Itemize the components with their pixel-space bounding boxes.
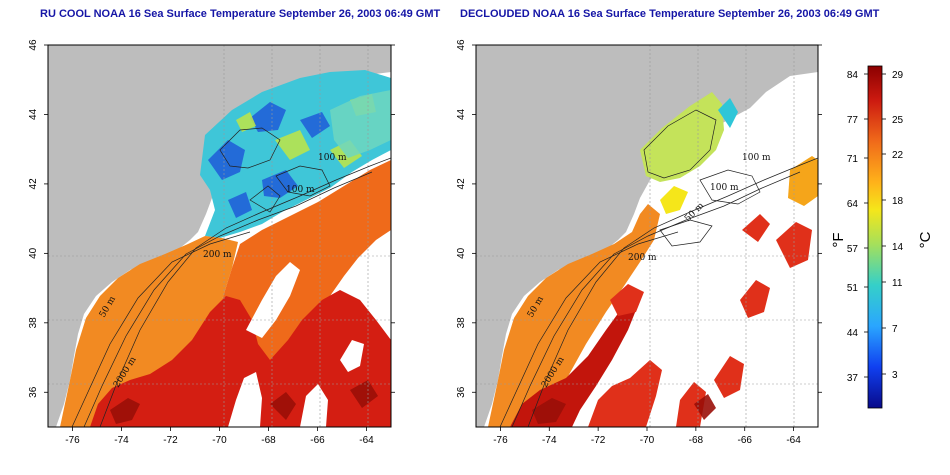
left-map-title: RU COOL NOAA 16 Sea Surface Temperature … (40, 8, 441, 20)
fahrenheit-unit-label: °F (830, 232, 847, 247)
right-axis-ticks: -76 -74 -72 -70 -68 -66 -64 36 38 40 42 44 46 (456, 39, 822, 446)
celsius-tick-label: 3 (892, 370, 898, 381)
left-axis-ticks: -76 -74 -72 -70 -68 -66 -64 36 38 40 42 44 46 (28, 39, 395, 446)
y-tick-label: 44 (28, 108, 39, 120)
x-tick-label: -76 (65, 435, 80, 446)
fahrenheit-tick-label: 84 (847, 70, 859, 81)
contour-label-200m: 200 m (203, 250, 232, 260)
deep-red-water (510, 292, 640, 427)
shelf-warm-water (488, 204, 660, 427)
cold-water-patches (208, 102, 330, 218)
cloud-gaps (228, 262, 364, 427)
lat-lon-grid (48, 45, 391, 427)
shelf-warm-water (60, 236, 238, 427)
y-tick-label: 38 (456, 317, 467, 329)
fahrenheit-tick-label: 37 (847, 373, 859, 384)
x-tick-label: -72 (163, 435, 178, 446)
fahrenheit-tick-label: 71 (847, 154, 859, 165)
fahrenheit-tick-label: 77 (847, 115, 859, 126)
x-tick-label: -68 (689, 435, 704, 446)
fahrenheit-tick-label: 51 (847, 283, 859, 294)
shelf-edge-orange (788, 156, 818, 206)
x-tick-label: -70 (212, 435, 227, 446)
contour-label-200m: 200 m (628, 253, 657, 263)
celsius-tick-label: 18 (892, 196, 904, 207)
land-mass (476, 45, 818, 427)
left-map-panel: 100 m 100 m 200 m 50 m 2000 m -76 -74 -72-… (28, 39, 395, 446)
colorbar-gradient (867, 65, 883, 409)
x-tick-label: -72 (591, 435, 606, 446)
celsius-tick-label: 14 (892, 242, 904, 253)
y-tick-label: 42 (28, 178, 39, 190)
contour-label-100m-b: 100 m (710, 183, 739, 193)
y-tick-label: 46 (456, 39, 467, 51)
celsius-unit-label: °C (917, 231, 934, 248)
x-tick-label: -76 (493, 435, 508, 446)
contour-label-100m: 100 m (742, 153, 771, 163)
y-tick-label: 36 (456, 386, 467, 398)
contour-label-100m-b: 100 m (286, 185, 315, 195)
yellow-patch (660, 186, 688, 214)
celsius-tick-label: 29 (892, 70, 904, 81)
y-tick-label: 40 (28, 247, 39, 259)
y-tick-label: 46 (28, 39, 39, 51)
y-tick-label: 42 (456, 178, 467, 190)
scotian-shelf-water (330, 90, 391, 158)
y-tick-label: 44 (456, 108, 467, 120)
celsius-tick-label: 25 (892, 115, 904, 126)
x-tick-label: -68 (261, 435, 276, 446)
colorbar-ticks: 84 77 71 64 57 51 44 37 29 25 22 18 14 11 7 3 (847, 70, 904, 384)
x-tick-label: -74 (542, 435, 557, 446)
right-map-panel: 100 m 100 m 50 m 200 m 50 m 2000 m -76 -7… (456, 39, 822, 446)
deep-red-patches (532, 394, 716, 424)
celsius-tick-label: 22 (892, 150, 904, 161)
contour-label-100m: 100 m (318, 153, 347, 163)
warm-eddies (588, 214, 812, 427)
fahrenheit-tick-label: 57 (847, 244, 859, 255)
fahrenheit-tick-label: 64 (847, 199, 859, 210)
lat-lon-grid (476, 45, 818, 427)
fahrenheit-tick-label: 44 (847, 328, 859, 339)
cyan-patch (718, 98, 738, 128)
x-tick-label: -64 (786, 435, 801, 446)
x-tick-label: -74 (114, 435, 129, 446)
x-tick-label: -64 (359, 435, 374, 446)
bathymetry-contours (499, 109, 818, 427)
warm-yellow-green-patches (236, 94, 376, 168)
gulf-of-maine-water (640, 92, 724, 182)
x-tick-label: -66 (737, 435, 752, 446)
y-tick-label: 38 (28, 317, 39, 329)
celsius-tick-label: 7 (892, 324, 898, 335)
y-tick-label: 40 (456, 247, 467, 259)
bathymetry-contours (71, 127, 391, 427)
y-tick-label: 36 (28, 386, 39, 398)
land-mass (48, 45, 391, 427)
x-tick-label: -66 (310, 435, 325, 446)
x-tick-label: -70 (640, 435, 655, 446)
temperature-colorbar: 84 77 71 64 57 51 44 37 29 25 22 18 14 11 7 3 °F °C (830, 65, 934, 409)
celsius-tick-label: 11 (892, 278, 903, 289)
right-map-title: DECLOUDED NOAA 16 Sea Surface Temperatur… (460, 8, 880, 20)
